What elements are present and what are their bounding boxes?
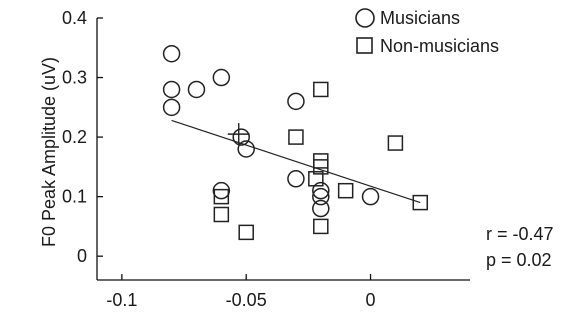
x-tick-label: -0.05 xyxy=(226,290,267,310)
legend-non-musicians-label: Non-musicians xyxy=(380,36,499,56)
non-musician-point xyxy=(213,188,230,205)
musician-point xyxy=(312,199,330,218)
y-tick-label: 0 xyxy=(77,246,87,266)
non-musician-point xyxy=(337,182,354,199)
legend: Musicians Non-musicians xyxy=(355,8,499,56)
musician-point xyxy=(187,80,206,99)
musician-point xyxy=(212,68,231,87)
non-musician-point xyxy=(213,206,230,223)
y-axis-label: F0 Peak Amplitude (uV) xyxy=(39,57,59,247)
legend-musicians-label: Musicians xyxy=(380,8,460,28)
data-points xyxy=(162,44,429,241)
non-musician-point xyxy=(313,218,329,235)
musician-point xyxy=(232,128,250,146)
musician-point xyxy=(162,44,181,63)
non-musician-point xyxy=(313,159,329,175)
non-musician-point xyxy=(308,171,324,187)
musician-point xyxy=(287,170,305,188)
musician-point xyxy=(212,181,231,200)
y-tick-label: 0.1 xyxy=(62,187,87,207)
musician-point xyxy=(162,80,181,99)
legend-non-musicians-marker xyxy=(356,37,373,54)
x-tick-label: 0 xyxy=(366,290,376,310)
musician-point xyxy=(361,187,380,206)
musician-point xyxy=(237,140,255,158)
r-annotation: r = -0.47 xyxy=(486,224,554,244)
y-tick-label: 0.3 xyxy=(62,68,87,88)
non-musician-point xyxy=(313,81,329,98)
non-musician-point xyxy=(412,194,429,211)
musician-point xyxy=(312,187,330,206)
legend-musicians-marker xyxy=(355,8,375,28)
non-musician-point xyxy=(313,153,329,169)
musician-point xyxy=(162,98,181,117)
regression-line xyxy=(171,119,421,204)
non-musician-point xyxy=(387,135,404,151)
regression-line-group xyxy=(171,119,421,204)
musician-point xyxy=(287,92,305,111)
non-musician-point xyxy=(238,224,254,241)
y-tick-label: 0.4 xyxy=(62,8,87,28)
y-tick-label: 0.2 xyxy=(62,127,87,147)
p-annotation: p = 0.02 xyxy=(486,250,552,270)
musician-point xyxy=(312,181,330,200)
x-tick-label: -0.1 xyxy=(106,290,137,310)
axes: 0 0.1 0.2 0.3 0.4 -0.1 -0.05 0 xyxy=(62,8,470,310)
non-musician-point xyxy=(288,129,304,145)
